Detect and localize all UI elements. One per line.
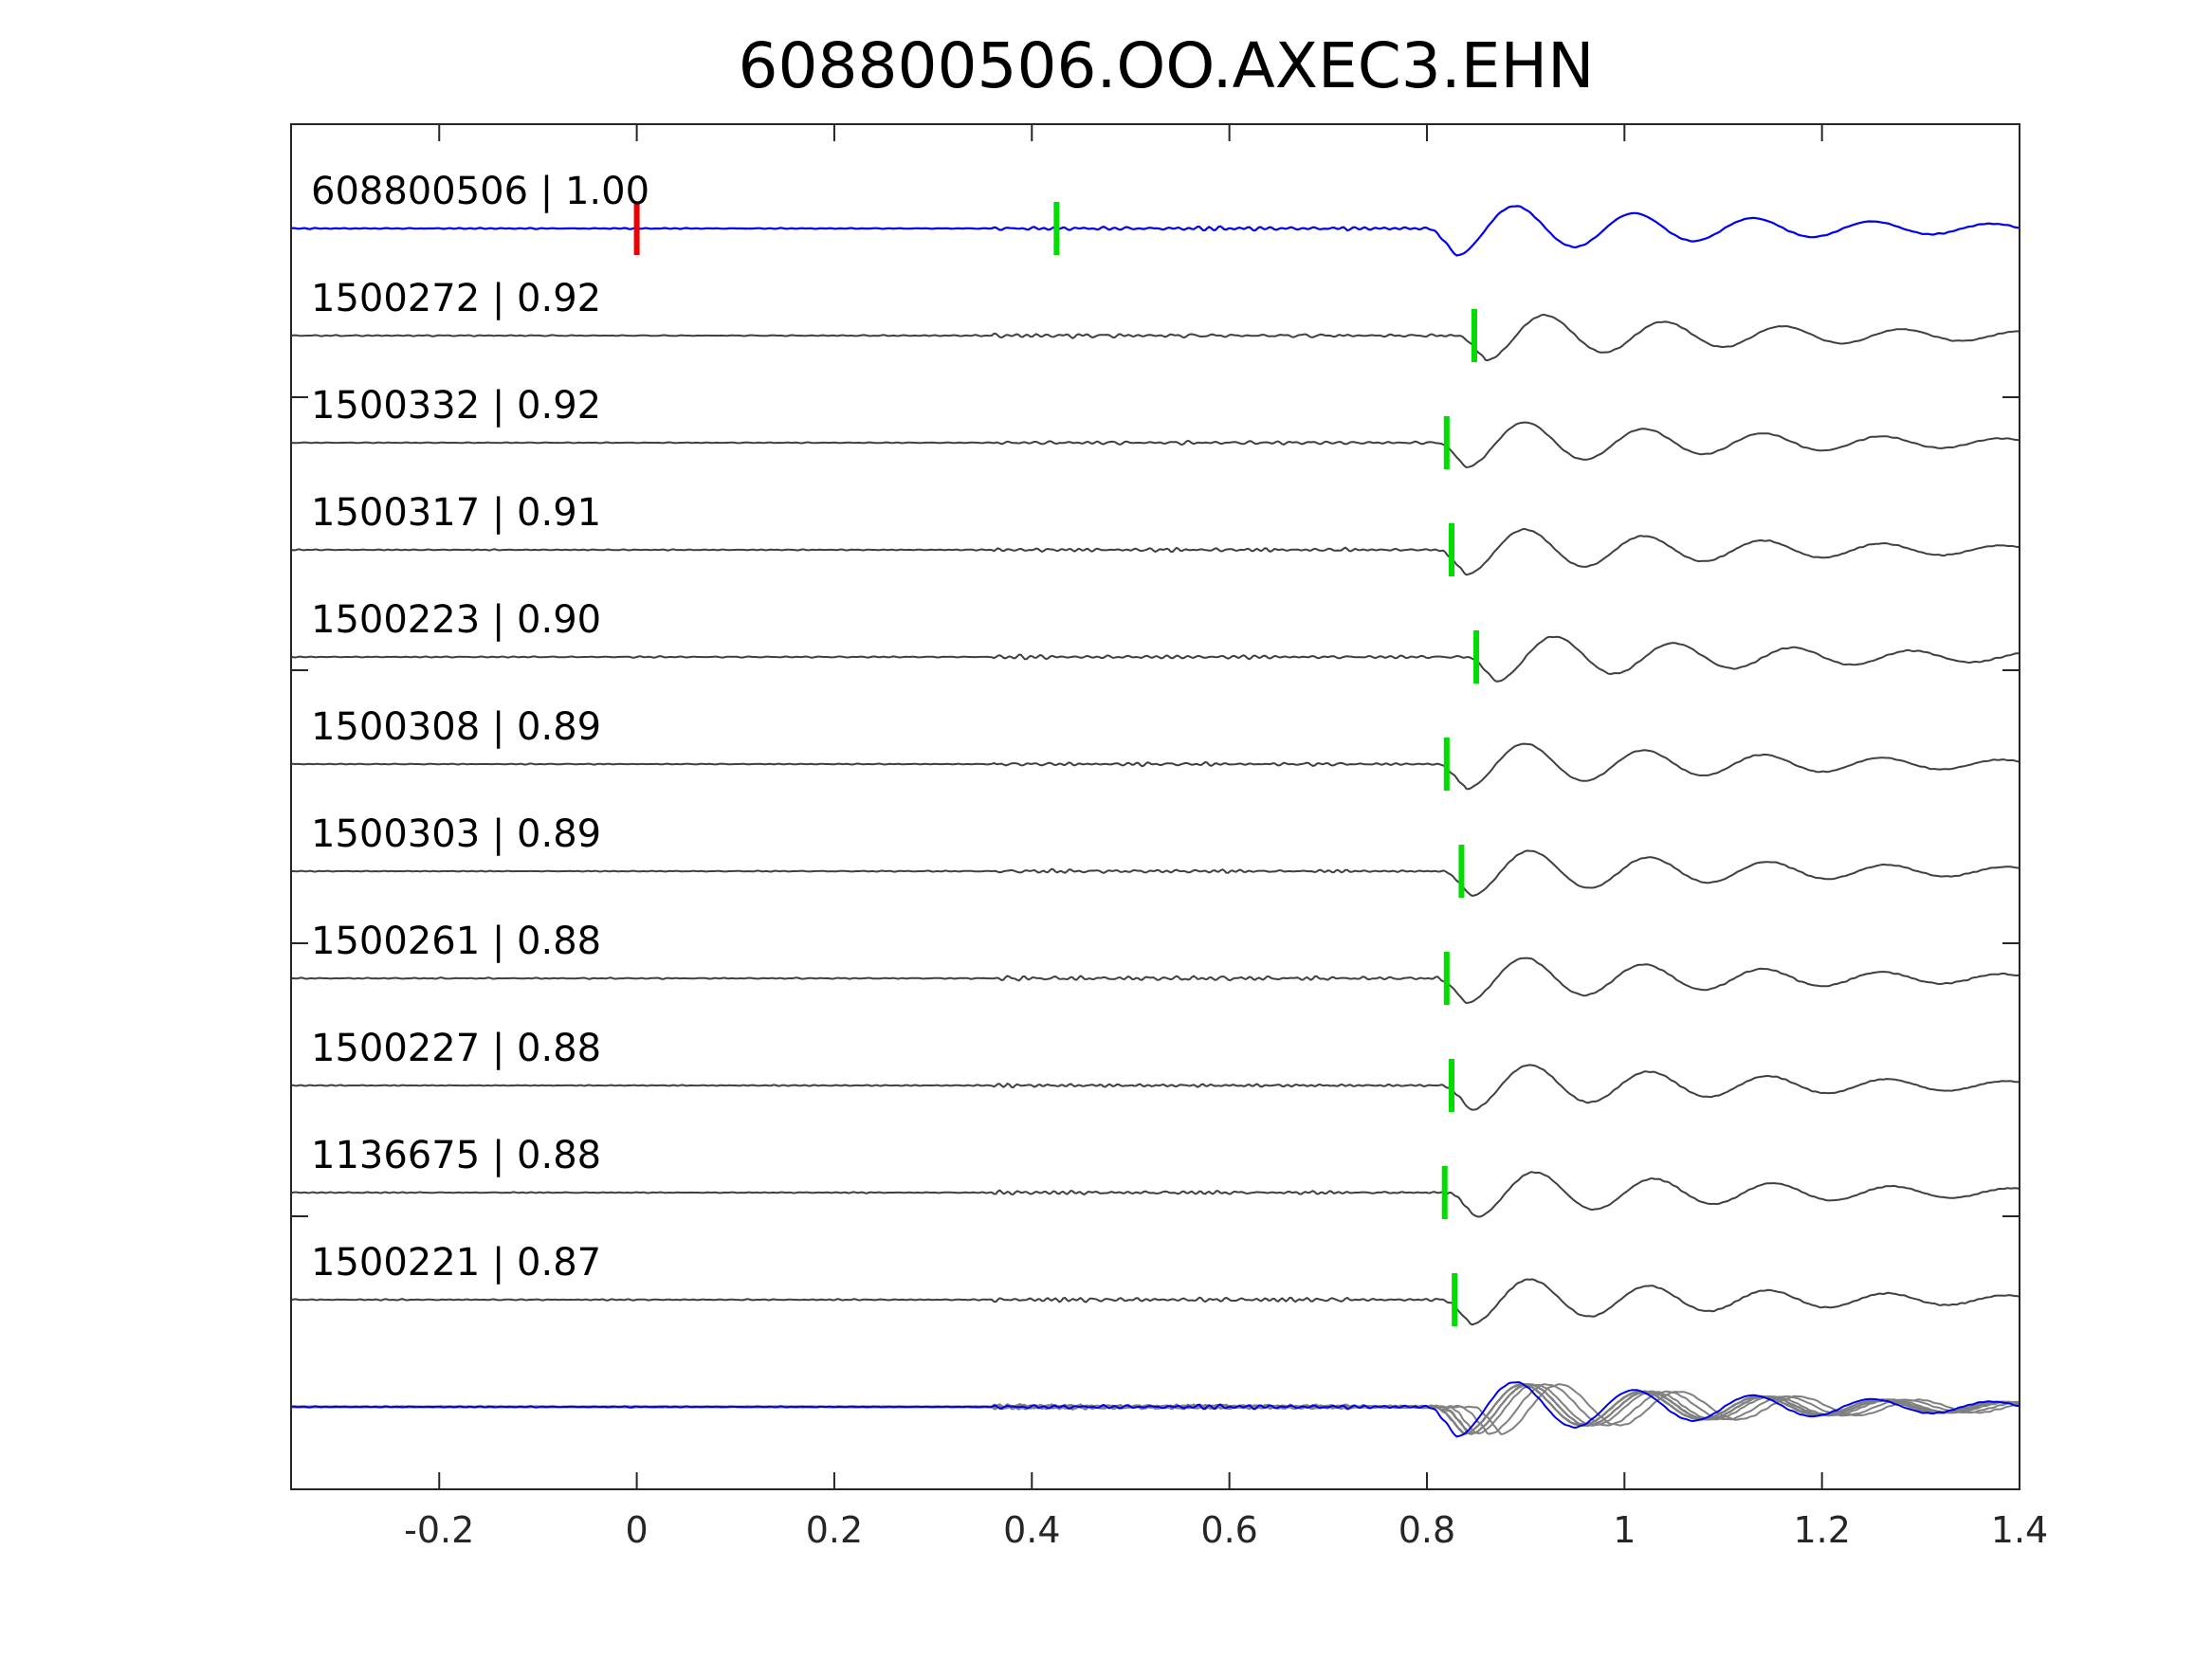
trace-labels: 608800506 | 1.00 1500272 | 0.92 1500332 | … [311,170,649,1285]
trace-label-1500317: 1500317 | 0.91 [311,491,601,535]
x-tick-label: 1.2 [1793,1509,1850,1551]
trace-1500308 [291,742,2020,791]
trace-label-608800506: 608800506 | 1.00 [311,170,649,213]
trace-label-1500332: 1500332 | 0.92 [311,384,601,428]
x-tick-label: 0.2 [806,1509,863,1551]
trace-label-1500227: 1500227 | 0.88 [311,1027,601,1070]
x-tick-label: 1 [1613,1509,1636,1551]
x-tick-label: 0.8 [1398,1509,1455,1551]
chart-title: 608800506.OO.AXEC3.EHN [739,29,1595,102]
pick-markers [633,202,1480,1326]
trace-1500272 [290,313,2020,362]
trace-label-1136675: 1136675 | 0.88 [311,1134,601,1177]
x-tick-label: 0.6 [1200,1509,1257,1551]
trace-1136675 [290,1171,2020,1218]
trace-label-1500308: 1500308 | 0.89 [311,705,601,749]
x-tick-label: 1.4 [1991,1509,2048,1551]
trace-label-1500272: 1500272 | 0.92 [311,277,601,320]
stacked-overlay [290,1380,2020,1438]
trace-label-1500303: 1500303 | 0.89 [311,812,601,856]
trace-1500261 [291,957,2020,1005]
x-axis: -0.2 0 0.2 0.4 0.6 0.8 1 1.2 1.4 [291,124,2048,1551]
x-tick-label: 0.4 [1003,1509,1060,1551]
trace-1500303 [290,849,2020,897]
overlay-trace-608800506 [290,1380,2020,1438]
trace-1500223 [290,635,2020,683]
trace-stack [290,205,2020,1326]
trace-label-1500223: 1500223 | 0.90 [311,598,601,642]
trace-1500227 [291,1064,2020,1111]
trace-608800506 [290,205,2020,257]
plot-frame [290,123,2020,1490]
trace-1500332 [290,421,2020,469]
trace-1500317 [290,527,2020,576]
overlay-trace-1500317 [290,1382,2020,1435]
x-tick-label: 0 [626,1509,649,1551]
x-tick-label: -0.2 [404,1509,474,1551]
trace-1500221 [290,1278,2020,1326]
trace-label-1500221: 1500221 | 0.87 [311,1241,601,1285]
trace-label-1500261: 1500261 | 0.88 [311,920,601,963]
